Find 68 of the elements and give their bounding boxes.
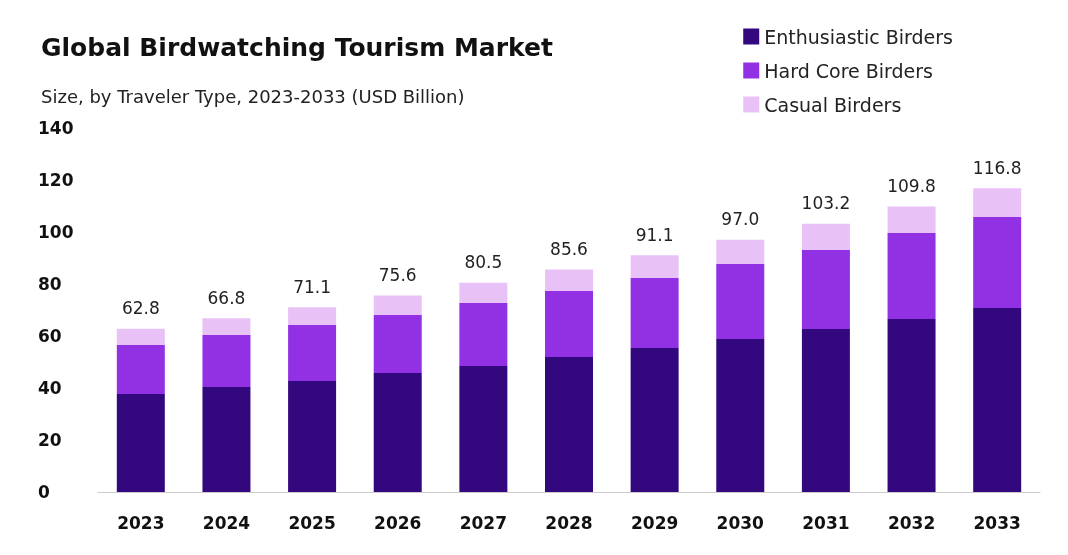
x-tick-label: 2028 [545,512,593,533]
total-label: 66.8 [207,287,246,308]
bar [801,328,850,492]
bar [545,357,593,492]
bar [459,365,508,492]
legend-label: Enthusiastic Birders [764,25,954,48]
x-tick-label: 2027 [459,512,508,533]
y-tick-label: 140 [38,118,74,138]
bar [116,328,165,346]
total-label: 116.8 [972,157,1022,178]
bar [288,380,337,492]
bar [545,291,593,358]
y-tick-label: 40 [38,378,62,398]
bar [116,345,165,394]
legend-label: Hard Core Birders [764,59,934,82]
y-tick-label: 120 [38,170,74,190]
x-tick-label: 2024 [202,512,251,533]
bar [630,255,679,279]
bar [288,307,337,326]
x-tick-label: 2029 [630,512,679,533]
bar [459,302,508,366]
bar [973,216,1022,308]
bar [716,263,765,340]
x-tick-label: 2023 [117,512,165,533]
bar [887,319,936,492]
bar [459,282,508,303]
bar [630,278,679,348]
bar [973,188,1022,217]
bar [202,334,251,387]
chart-title: Global Birdwatching Tourism Market [41,33,553,62]
total-label: 97.0 [721,209,760,230]
total-label: 71.1 [293,276,332,297]
bar [630,347,679,492]
bar [116,393,165,492]
bar [202,386,251,492]
total-label: 103.2 [801,193,851,214]
x-tick-label: 2030 [716,512,765,533]
chart-subtitle: Size, by Traveler Type, 2023-2033 (USD Billion) [41,85,465,107]
y-tick-label: 20 [38,430,62,450]
x-tick-label: 2026 [374,512,422,533]
y-tick-label: 80 [38,274,62,294]
total-label: 109.8 [887,176,936,197]
x-tick-label: 2031 [802,512,850,533]
bar [887,233,936,320]
y-tick-label: 100 [38,222,74,242]
bar [716,339,765,492]
bar [288,325,337,381]
bar [373,295,422,315]
bar [373,372,422,492]
total-label: 80.5 [464,252,503,273]
bar [202,318,251,335]
bar [887,206,936,234]
total-label: 62.8 [121,298,160,319]
y-tick-label: 0 [38,482,50,502]
total-label: 91.1 [635,224,674,245]
x-tick-label: 2033 [973,512,1021,533]
bar [716,239,765,264]
y-tick-label: 60 [38,326,62,346]
bar [545,269,593,292]
x-tick-label: 2032 [887,512,936,533]
total-label: 75.6 [378,264,417,285]
bar [801,249,850,329]
total-label: 85.6 [550,238,588,259]
x-tick-label: 2025 [288,512,336,533]
bar [973,307,1022,492]
bar [801,223,850,250]
legend-label: Casual Birders [764,93,902,116]
bar [373,314,422,373]
